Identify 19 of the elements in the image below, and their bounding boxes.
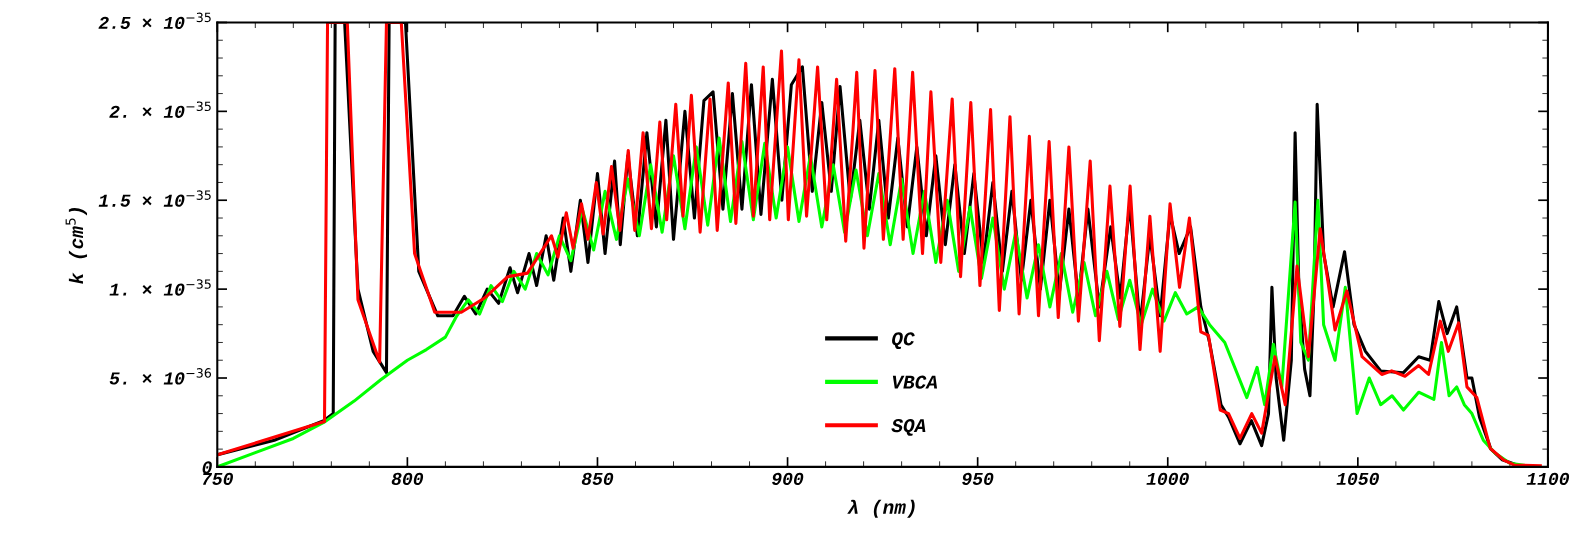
x-tick-label: 1100 [1526, 472, 1570, 486]
y-tick-label: 1.5 × 10$^{−35}$ [98, 190, 211, 207]
x-tick-label: 950 [962, 472, 994, 486]
x-tick-label: 1050 [1336, 472, 1379, 486]
y-axis-title: k (cm$^{5}$) [65, 207, 88, 284]
y-tick-label: 0 [202, 461, 212, 474]
x-tick-label: 800 [391, 472, 424, 486]
legend-label: SQA [891, 419, 926, 436]
legend-label: QC [892, 332, 915, 350]
y-tick-label: 2.5 × 10$^{−35}$ [98, 12, 211, 30]
y-tick-label: 5. × 10$^{−36}$ [109, 368, 212, 385]
x-tick-label: 850 [581, 472, 614, 486]
x-tick-label: 900 [772, 472, 804, 486]
x-tick-label: 750 [203, 472, 233, 486]
legend-label: VBCA [892, 375, 938, 389]
y-tick-label: 2. × 10$^{−35}$ [109, 101, 211, 118]
y-tick-label: 1. × 10$^{−35}$ [109, 279, 211, 296]
x-tick-label: 1000 [1146, 472, 1189, 486]
x-axis-title: λ (nm) [847, 499, 915, 518]
